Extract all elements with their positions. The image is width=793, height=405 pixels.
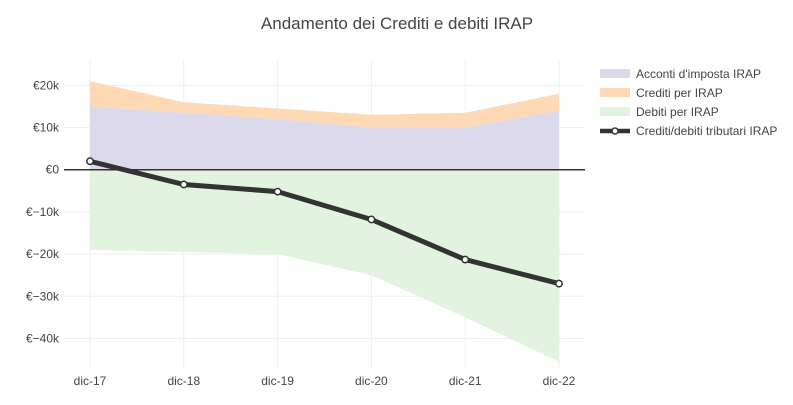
legend-label: Acconti d'imposta IRAP xyxy=(636,67,761,81)
y-tick-label: €−20k xyxy=(26,247,60,261)
line-point[interactable] xyxy=(555,279,563,288)
line-series xyxy=(86,157,563,288)
legend-swatch-marker xyxy=(611,127,619,135)
legend-item[interactable]: Crediti/debiti tributari IRAP xyxy=(600,124,777,138)
area-2 xyxy=(90,81,559,128)
y-tick-label: €20k xyxy=(33,78,60,92)
legend-item[interactable]: Acconti d'imposta IRAP xyxy=(600,67,761,81)
legend-item[interactable]: Crediti per IRAP xyxy=(600,86,723,100)
legend-label: Debiti per IRAP xyxy=(636,105,719,119)
y-tick-label: €−40k xyxy=(26,331,60,345)
legend-label: Crediti per IRAP xyxy=(636,86,723,100)
x-tick-label: dic-18 xyxy=(167,374,200,388)
line-path xyxy=(87,158,562,287)
area-3 xyxy=(90,169,559,362)
line-point[interactable] xyxy=(273,187,282,196)
line-point[interactable] xyxy=(461,255,470,264)
legend-swatch xyxy=(600,107,630,116)
x-tick-label: dic-20 xyxy=(355,374,388,388)
x-axis-ticks: dic-17 dic-18 dic-19 dic-20 dic-21 dic-22 xyxy=(74,374,576,388)
y-axis-ticks: €20k €10k €0 €−10k €−20k €−30k €−40k xyxy=(26,78,60,345)
legend-label: Crediti/debiti tributari IRAP xyxy=(636,124,777,138)
area-1 xyxy=(90,106,559,170)
x-tick-label: dic-22 xyxy=(543,374,576,388)
area-series xyxy=(90,81,559,362)
y-tick-label: €0 xyxy=(46,163,60,177)
legend-swatch xyxy=(600,88,630,97)
legend-item[interactable]: Debiti per IRAP xyxy=(600,105,719,119)
line-point[interactable] xyxy=(179,180,188,189)
line-point[interactable] xyxy=(367,215,376,224)
legend[interactable]: Acconti d'imposta IRAP Crediti per IRAP De… xyxy=(600,67,777,138)
x-tick-label: dic-17 xyxy=(74,374,107,388)
chart-title: Andamento dei Crediti e debiti IRAP xyxy=(261,14,533,33)
x-tick-label: dic-19 xyxy=(261,374,294,388)
y-tick-label: €−30k xyxy=(26,289,60,303)
y-tick-label: €10k xyxy=(33,121,60,135)
x-tick-label: dic-21 xyxy=(449,374,482,388)
y-tick-label: €−10k xyxy=(26,205,60,219)
line-point[interactable] xyxy=(86,157,94,166)
legend-swatch xyxy=(600,69,630,78)
